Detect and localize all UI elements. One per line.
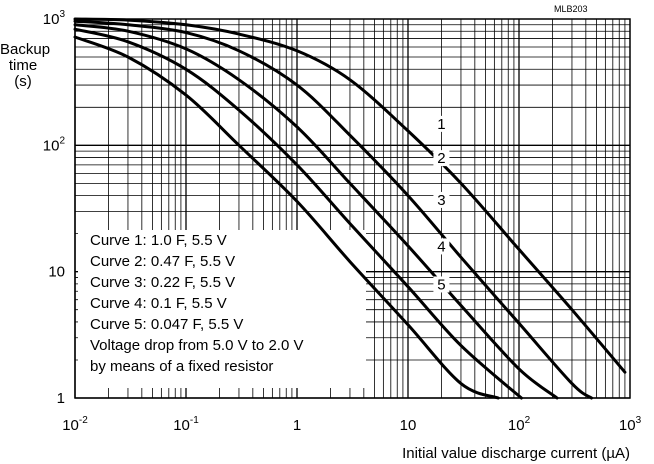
x-tick-label: 102	[508, 415, 531, 434]
curve-label-2: 2	[437, 150, 445, 167]
curve-4	[73, 27, 523, 400]
curve-label-1: 1	[437, 116, 445, 133]
plot-frame	[74, 18, 631, 399]
ticks: 10-2 10-1 1 10 102 103 1 10 102 103	[43, 9, 642, 434]
x-tick-label: 103	[619, 415, 642, 434]
legend-line: Curve 5: 0.047 F, 5.5 V	[90, 316, 243, 333]
legend-line: Voltage drop from 5.0 V to 2.0 V	[90, 337, 303, 354]
y-tick-label: 103	[43, 9, 66, 28]
figure-code: MLB203	[554, 4, 588, 14]
y-axis-label: Backup time (s)	[0, 41, 51, 90]
legend-box	[78, 230, 366, 388]
legend: Curve 1: 1.0 F, 5.5 V Curve 2: 0.47 F, 5.…	[90, 232, 303, 375]
y-tick-label: 10	[48, 264, 65, 281]
x-tick-label: 10	[400, 417, 417, 434]
y-axis-label-line: time	[8, 57, 38, 74]
curve-5	[73, 35, 500, 400]
x-tick-label: 10-2	[62, 415, 88, 434]
y-tick-label: 1	[57, 390, 65, 407]
curve-1	[73, 17, 627, 374]
curve-label-4: 4	[437, 238, 445, 255]
curve-label-background	[433, 115, 450, 132]
curve-label-background	[433, 150, 450, 167]
curve-label-background	[433, 238, 450, 255]
curves	[73, 17, 627, 400]
legend-line: Curve 4: 0.1 F, 5.5 V	[90, 295, 227, 312]
legend-line: by means of a fixed resistor	[90, 358, 273, 375]
legend-line: Curve 1: 1.0 F, 5.5 V	[90, 232, 227, 249]
curve-3	[73, 23, 559, 400]
y-axis-label-line: (s)	[14, 73, 32, 90]
legend-background	[78, 230, 366, 388]
curve-label-3: 3	[437, 192, 445, 209]
curve-labels: 1 2 3 4 5	[433, 115, 450, 293]
x-tick-label: 1	[293, 417, 301, 434]
legend-line: Curve 2: 0.47 F, 5.5 V	[90, 253, 235, 270]
curve-label-background	[433, 191, 450, 208]
y-tick-label: 102	[43, 135, 66, 154]
curve-label-5: 5	[437, 276, 445, 293]
x-axis-label: Initial value discharge current (µA)	[402, 445, 630, 462]
x-tick-label: 10-1	[173, 415, 199, 434]
legend-line: Curve 3: 0.22 F, 5.5 V	[90, 274, 235, 291]
y-axis-label-line: Backup	[0, 41, 51, 58]
curve-2	[73, 19, 593, 400]
curve-label-background	[433, 276, 450, 293]
